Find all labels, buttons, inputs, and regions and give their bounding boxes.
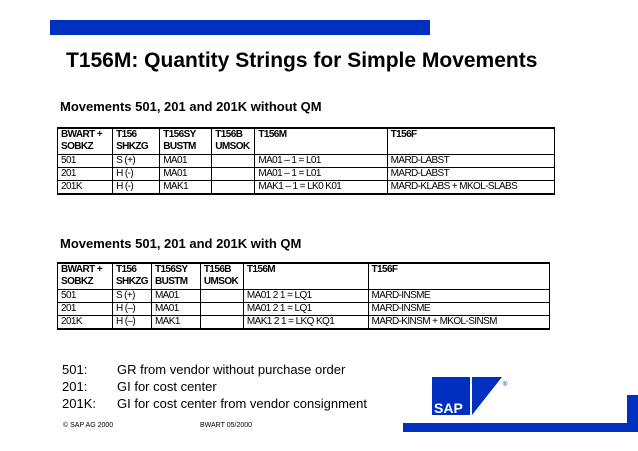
sap-logo: SAP ® — [432, 377, 508, 416]
table-without-qm: BWART + SOBKZ T156 SHKZG T156SY BUSTM T156B UMS… — [56, 127, 556, 195]
legend-item: 501: GR from vendor without purchase orde… — [62, 362, 345, 377]
table-row: 201 H (–) MA01 MA01 2 1 = LQ1 MARD-INSME — [57, 302, 551, 316]
svg-text:SAP: SAP — [434, 400, 463, 416]
legend-text: GR from vendor without purchase order — [117, 362, 346, 377]
column-header: T156M — [254, 127, 388, 155]
doc-id: BWART 05/2000 — [200, 422, 253, 429]
legend-item: 201: GI for cost center — [62, 379, 217, 394]
column-header: BWART + SOBKZ — [56, 127, 114, 155]
table-cell — [211, 167, 256, 181]
column-header: T156M — [242, 262, 369, 290]
column-header: T156SY BUSTM — [150, 262, 201, 290]
table-cell: 201K — [56, 180, 114, 195]
table-cell: MARD-INSME — [367, 302, 551, 316]
table-cell: MARD-LABST — [386, 167, 556, 181]
table-cell: 201 — [57, 302, 113, 316]
table-cell: MA01 2 1 = LQ1 — [242, 302, 369, 316]
legend-text: GI for cost center from vendor consignme… — [117, 396, 367, 411]
table-cell: MARD-INSME — [367, 289, 551, 303]
column-header: T156 SHKZG — [111, 262, 152, 290]
table-cell — [211, 154, 256, 168]
header-row: BWART + SOBKZ T156 SHKZG T156SY BUSTM T156B UMS… — [57, 262, 551, 290]
table-row: 201 H (-) MA01 MA01 – 1 = L01 MARD-LABST — [56, 167, 556, 181]
table-cell: MARD-LABST — [386, 154, 556, 168]
table-cell — [199, 289, 244, 303]
column-header: BWART + SOBKZ — [57, 262, 113, 290]
table-cell: H (–) — [111, 302, 152, 316]
column-header: T156B UMSOK — [199, 262, 244, 290]
table-cell: MAK1 2 1 = LKQ KQ1 — [242, 315, 369, 330]
section1-heading: Movements 501, 201 and 201K without QM — [60, 99, 322, 114]
column-header: T156F — [367, 262, 551, 290]
table-cell: H (-) — [112, 167, 161, 181]
table-with-qm: BWART + SOBKZ T156 SHKZG T156SY BUSTM T156B UMS… — [57, 262, 551, 330]
table-row: 201K H (-) MAK1 MAK1 – 1 = LK0 K01 MARD-KLAB… — [56, 180, 556, 195]
logo-bar-vertical — [627, 395, 638, 432]
section2-heading: Movements 501, 201 and 201K with QM — [60, 236, 302, 251]
table-cell: 201K — [57, 315, 113, 330]
legend-text: GI for cost center — [117, 379, 217, 394]
table-row: 501 S (+) MA01 MA01 – 1 = L01 MARD-LABST — [56, 154, 556, 168]
table-cell: MARD-KINSM + MKOL-SINSM — [367, 315, 551, 330]
column-header: T156F — [386, 127, 556, 155]
table-cell: S (+) — [111, 289, 152, 303]
top-accent-bar — [50, 20, 430, 35]
page-title: T156M: Quantity Strings for Simple Movem… — [66, 49, 538, 72]
table-cell: MARD-KLABS + MKOL-SLABS — [386, 180, 556, 195]
table-cell: MA01 2 1 = LQ1 — [242, 289, 369, 303]
column-header: T156 SHKZG — [112, 127, 161, 155]
table-cell — [199, 302, 244, 316]
table-cell: H (–) — [111, 315, 152, 330]
table-row: 201K H (–) MAK1 MAK1 2 1 = LKQ KQ1 MARD-KINS… — [57, 315, 551, 330]
table-cell: MAK1 — [150, 315, 201, 330]
table-cell: MA01 — [150, 289, 201, 303]
table-cell: MAK1 – 1 = LK0 K01 — [254, 180, 388, 195]
table-cell: MA01 – 1 = L01 — [254, 154, 388, 168]
legend-key: 201K: — [62, 396, 96, 411]
column-header: T156B UMSOK — [211, 127, 256, 155]
table-cell: H (-) — [112, 180, 161, 195]
header-row: BWART + SOBKZ T156 SHKZG T156SY BUSTM T156B UMS… — [56, 127, 556, 155]
table-cell: S (+) — [112, 154, 161, 168]
legend-key: 501: — [62, 362, 88, 377]
table-cell: 501 — [56, 154, 114, 168]
table-cell: MA01 — [159, 154, 213, 168]
svg-text:®: ® — [503, 381, 508, 388]
copyright: © SAP AG 2000 — [63, 422, 114, 429]
table-cell: MA01 – 1 = L01 — [254, 167, 388, 181]
legend-key: 201: — [62, 379, 88, 394]
table-cell: MA01 — [159, 167, 213, 181]
logo-bar-horizontal — [403, 423, 638, 432]
table-cell: MA01 — [150, 302, 201, 316]
column-header: T156SY BUSTM — [159, 127, 213, 155]
table-cell: 201 — [56, 167, 114, 181]
table-row: 501 S (+) MA01 MA01 2 1 = LQ1 MARD-INSME — [57, 289, 551, 303]
table-cell: MAK1 — [159, 180, 213, 195]
table-cell: 501 — [57, 289, 113, 303]
table-cell — [199, 315, 244, 330]
table-cell — [211, 180, 256, 195]
legend-item: 201K: GI for cost center from vendor cons… — [62, 396, 367, 411]
